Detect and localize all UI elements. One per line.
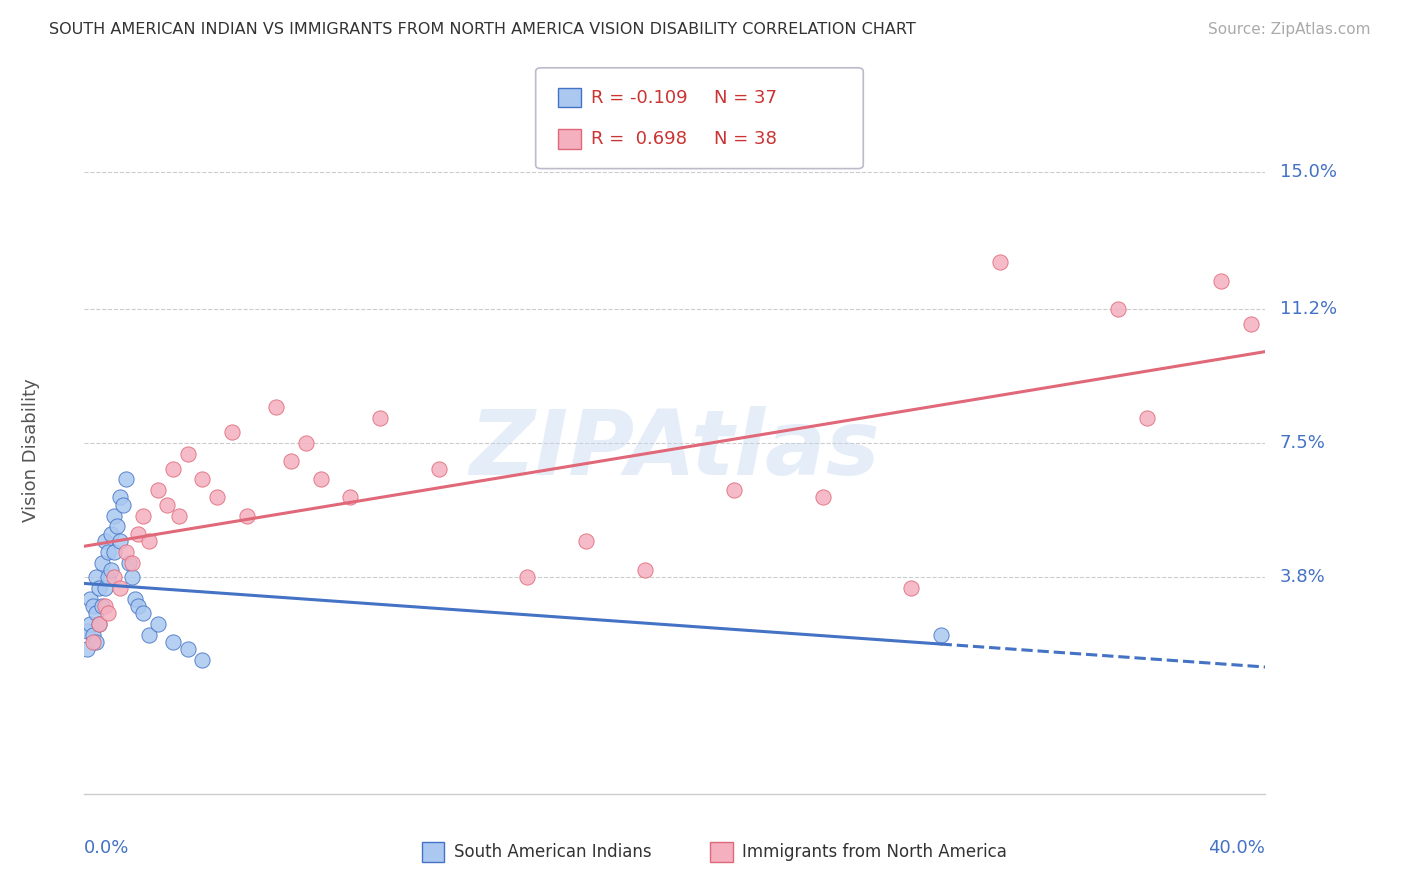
Point xyxy=(148,483,170,498)
Point xyxy=(84,570,107,584)
Point xyxy=(82,599,104,613)
Point xyxy=(1136,411,1159,425)
Point xyxy=(84,635,107,649)
Text: SOUTH AMERICAN INDIAN VS IMMIGRANTS FROM NORTH AMERICA VISION DISABILITY CORRELA: SOUTH AMERICAN INDIAN VS IMMIGRANTS FROM… xyxy=(49,22,915,37)
Point xyxy=(167,508,190,523)
Point xyxy=(91,556,114,570)
Point xyxy=(723,483,745,498)
Point xyxy=(575,533,598,548)
Point xyxy=(988,255,1011,269)
Point xyxy=(87,581,111,595)
Point xyxy=(280,454,302,468)
Point xyxy=(108,581,131,595)
Point xyxy=(162,635,184,649)
Point xyxy=(148,617,170,632)
Point xyxy=(103,570,125,584)
Point xyxy=(1209,274,1232,288)
Point xyxy=(97,570,120,584)
Point xyxy=(427,461,450,475)
Point xyxy=(295,436,318,450)
Point xyxy=(100,563,122,577)
Point xyxy=(100,526,122,541)
Text: ZIPAtlas: ZIPAtlas xyxy=(470,407,880,494)
Point xyxy=(76,624,98,639)
Text: R =  0.698: R = 0.698 xyxy=(591,130,686,148)
Point xyxy=(132,606,155,620)
Point xyxy=(87,617,111,632)
Point xyxy=(121,570,143,584)
Point xyxy=(516,570,538,584)
Point xyxy=(929,628,952,642)
Point xyxy=(138,628,160,642)
Text: 11.2%: 11.2% xyxy=(1279,301,1337,318)
Point xyxy=(97,606,120,620)
Point xyxy=(105,519,128,533)
Point xyxy=(205,491,228,505)
Point xyxy=(94,599,117,613)
Point xyxy=(127,599,149,613)
Point xyxy=(94,533,117,548)
Text: Immigrants from North America: Immigrants from North America xyxy=(742,843,1007,861)
Point xyxy=(132,508,155,523)
Point xyxy=(811,491,834,505)
Point xyxy=(221,425,243,440)
Text: Vision Disability: Vision Disability xyxy=(22,378,41,523)
Text: 3.8%: 3.8% xyxy=(1279,568,1326,586)
Point xyxy=(156,498,179,512)
Point xyxy=(82,635,104,649)
Point xyxy=(82,628,104,642)
Text: N = 38: N = 38 xyxy=(714,130,778,148)
Point xyxy=(339,491,361,505)
Point xyxy=(309,472,332,486)
Point xyxy=(634,563,657,577)
Point xyxy=(103,508,125,523)
Point xyxy=(368,411,391,425)
Text: South American Indians: South American Indians xyxy=(454,843,652,861)
Point xyxy=(191,472,214,486)
Point xyxy=(79,591,101,606)
Point xyxy=(76,642,98,657)
Text: N = 37: N = 37 xyxy=(714,88,778,106)
Text: R = -0.109: R = -0.109 xyxy=(591,88,688,106)
Point xyxy=(79,617,101,632)
Point xyxy=(1240,317,1263,331)
Point xyxy=(162,461,184,475)
Point xyxy=(97,544,120,558)
Point xyxy=(87,617,111,632)
Point xyxy=(114,472,136,486)
Point xyxy=(235,508,259,523)
Point xyxy=(127,526,149,541)
Text: 15.0%: 15.0% xyxy=(1279,163,1337,181)
Point xyxy=(138,533,160,548)
Point xyxy=(94,581,117,595)
Point xyxy=(84,606,107,620)
Point xyxy=(121,556,143,570)
Point xyxy=(118,556,141,570)
Point xyxy=(900,581,922,595)
Point xyxy=(111,498,134,512)
Text: Source: ZipAtlas.com: Source: ZipAtlas.com xyxy=(1208,22,1371,37)
Point xyxy=(108,491,131,505)
Point xyxy=(103,544,125,558)
Point xyxy=(124,591,146,606)
Point xyxy=(114,544,136,558)
Point xyxy=(177,447,200,461)
Point xyxy=(177,642,200,657)
Point xyxy=(91,599,114,613)
Text: 0.0%: 0.0% xyxy=(84,838,129,856)
Text: 40.0%: 40.0% xyxy=(1209,838,1265,856)
Point xyxy=(108,533,131,548)
Point xyxy=(191,653,214,667)
Text: 7.5%: 7.5% xyxy=(1279,434,1326,452)
Point xyxy=(264,400,288,414)
Point xyxy=(1107,302,1129,317)
